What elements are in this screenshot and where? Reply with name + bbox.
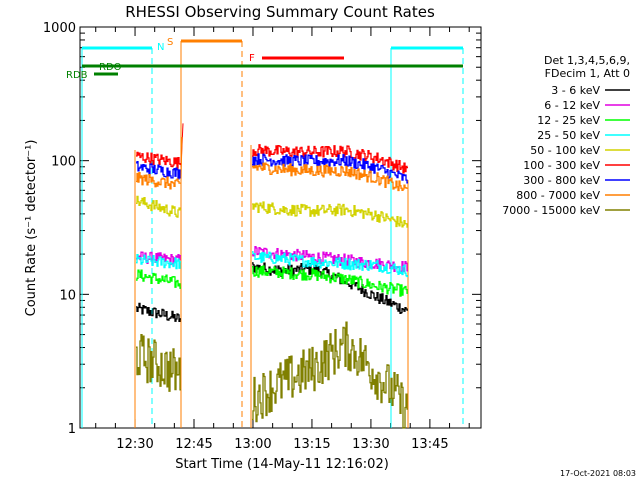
x-tick-label: 12:30: [116, 437, 153, 452]
series-line-seg2: [252, 251, 408, 278]
y-tick-label: 100: [51, 155, 76, 170]
x-tick-label: 13:15: [293, 437, 330, 452]
series-line-seg2: [252, 321, 408, 429]
legend-label: 12 - 25 keV: [537, 114, 600, 127]
legend-label: 6 - 12 keV: [544, 99, 600, 112]
legend-label: 100 - 300 keV: [523, 159, 600, 172]
series-line-seg2: [252, 144, 408, 174]
series-line-seg2: [252, 201, 408, 228]
series-line-seg1: [136, 334, 181, 392]
series-line-seg1: [136, 302, 181, 323]
timestamp: 17-Oct-2021 08:03: [560, 469, 636, 478]
y-tick-label: 10: [59, 288, 76, 303]
series-line-seg1: [136, 254, 181, 270]
x-tick-label: 13:00: [234, 437, 271, 452]
series-line-seg2: [252, 153, 408, 184]
y-tick-label: 1: [68, 422, 76, 437]
annotation-rdb: RDB: [66, 70, 88, 81]
legend: Det 1,3,4,5,6,9,FDecim 1, Att 0 3 - 6 keV…: [502, 54, 630, 217]
series-lines: [136, 123, 408, 429]
x-tick-label: 13:45: [411, 437, 448, 452]
annotation-f: F: [249, 53, 255, 64]
legend-label: 3 - 6 keV: [551, 84, 600, 97]
series-line-seg1: [136, 269, 181, 289]
event-markers: [81, 39, 464, 428]
chart-title: RHESSI Observing Summary Count Rates: [125, 3, 435, 21]
annotation-s: S: [167, 37, 173, 48]
y-tick-label: 1000: [43, 21, 76, 36]
legend-label: 800 - 7000 keV: [516, 189, 600, 202]
y-axis-label: Count Rate (s⁻¹ detector⁻¹): [24, 140, 39, 317]
series-line-seg2: [252, 265, 408, 297]
series-spike: [180, 137, 183, 182]
legend-label: 300 - 800 keV: [523, 174, 600, 187]
plot-frame: [79, 26, 482, 429]
legend-label: 50 - 100 keV: [530, 144, 600, 157]
series-line-seg1: [136, 171, 181, 190]
series-line-seg1: [136, 160, 181, 180]
legend-header: Det 1,3,4,5,6,9,: [544, 54, 630, 67]
annotation-n: N: [157, 42, 164, 53]
series-line-seg1: [136, 151, 181, 169]
x-axis-label: Start Time (14-May-11 12:16:02): [175, 457, 389, 472]
x-tick-label: 12:45: [175, 437, 212, 452]
series-line-seg1: [136, 195, 181, 218]
legend-header: FDecim 1, Att 0: [545, 67, 630, 80]
x-axis-ticks: 12:30 12:45 13:00 13:15 13:30 13:45: [95, 27, 470, 452]
annotation-rdo: RDO: [99, 62, 122, 73]
y-axis-ticks: 1 10 100 1000: [43, 21, 481, 437]
legend-label: 7000 - 15000 keV: [502, 204, 600, 217]
x-tick-label: 13:30: [352, 437, 389, 452]
series-line-seg2: [252, 162, 408, 192]
legend-label: 25 - 50 keV: [537, 129, 600, 142]
